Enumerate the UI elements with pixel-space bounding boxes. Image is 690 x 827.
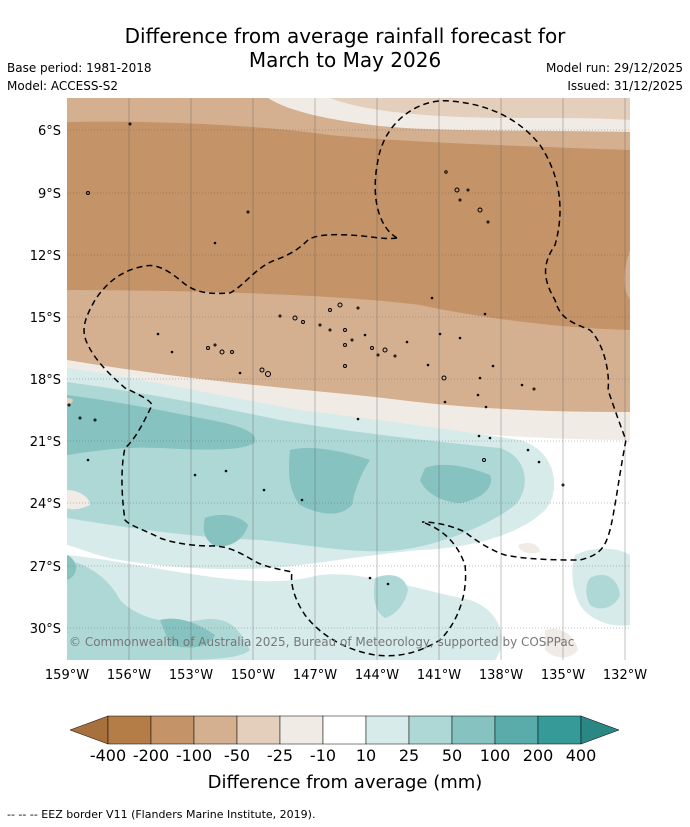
- lat-label: 27°S: [30, 560, 61, 575]
- map-figure: © Commonwealth of Australia 2025, Bureau…: [30, 98, 647, 793]
- issued-date: Issued: 31/12/2025: [567, 79, 683, 93]
- colorbar-label: -400: [90, 746, 126, 765]
- colorbar-swatch: [408, 715, 453, 745]
- colorbar-swatch: [365, 715, 410, 745]
- lon-label: 150°W: [231, 668, 275, 683]
- lon-label: 153°W: [169, 668, 213, 683]
- lon-label: 159°W: [45, 668, 89, 683]
- colorbar-swatch: [107, 715, 152, 745]
- islands: [67, 122, 565, 586]
- colorbar-swatches: [69, 715, 620, 745]
- lat-label: 24°S: [30, 497, 61, 512]
- lat-label: 30°S: [30, 622, 61, 637]
- meta-left: Base period: 1981-2018 Model: ACCESS-S2: [7, 59, 152, 95]
- colorbar-label: 100: [480, 746, 511, 765]
- rainfall-anomaly-field: © Commonwealth of Australia 2025, Bureau…: [67, 98, 630, 660]
- colorbar-label: 25: [399, 746, 419, 765]
- meta-right: Model run: 29/12/2025 Issued: 31/12/2025: [546, 59, 683, 95]
- colorbar-label: -50: [224, 746, 250, 765]
- colorbar-swatch: [322, 715, 367, 745]
- colorbar-swatch: [451, 715, 496, 745]
- longitude-axis: 159°W 156°W 153°W 150°W 147°W 144°W 141°…: [45, 668, 647, 683]
- colorbar-swatch: [193, 715, 238, 745]
- lon-label: 138°W: [479, 668, 523, 683]
- lat-label: 12°S: [30, 249, 61, 264]
- lat-label: 6°S: [38, 124, 61, 139]
- colorbar-swatch: [236, 715, 281, 745]
- lat-label: 9°S: [38, 187, 61, 202]
- colorbar-label: -10: [310, 746, 336, 765]
- lat-label: 18°S: [30, 373, 61, 388]
- colorbar-swatch: [537, 715, 582, 745]
- lon-label: 147°W: [293, 668, 337, 683]
- eez-footnote: -- -- -- EEZ border V11 (Flanders Marine…: [7, 808, 316, 821]
- lat-label: 21°S: [30, 435, 61, 450]
- colorbar-label: 200: [523, 746, 554, 765]
- lon-label: 144°W: [355, 668, 399, 683]
- colorbar-label: 50: [442, 746, 462, 765]
- colorbar-swatch: [279, 715, 324, 745]
- colorbar: -400 -200 -100 -50 -25 -10 10 25 50 100 …: [69, 715, 620, 793]
- lat-label: 15°S: [30, 311, 61, 326]
- model-name: Model: ACCESS-S2: [7, 79, 119, 93]
- title-line-2: March to May 2026: [248, 48, 442, 72]
- colorbar-title: Difference from average (mm): [208, 772, 483, 793]
- title-line-1: Difference from average rainfall forecas…: [124, 24, 566, 48]
- lon-label: 132°W: [603, 668, 647, 683]
- colorbar-label: 400: [566, 746, 597, 765]
- colorbar-label: -25: [267, 746, 293, 765]
- colorbar-label: -200: [133, 746, 169, 765]
- colorbar-extend-low: [69, 715, 109, 745]
- colorbar-labels: -400 -200 -100 -50 -25 -10 10 25 50 100 …: [90, 746, 596, 765]
- colorbar-swatch: [494, 715, 539, 745]
- colorbar-extend-high: [580, 715, 620, 745]
- colorbar-swatch: [150, 715, 195, 745]
- latitude-axis: 6°S 9°S 12°S 15°S 18°S 21°S 24°S 27°S 30…: [30, 124, 61, 637]
- lon-label: 135°W: [541, 668, 585, 683]
- map-title: Difference from average rainfall forecas…: [0, 24, 690, 72]
- colorbar-label: -100: [176, 746, 212, 765]
- base-period: Base period: 1981-2018: [7, 61, 152, 75]
- lon-label: 141°W: [417, 668, 461, 683]
- lon-label: 156°W: [107, 668, 151, 683]
- colorbar-label: 10: [356, 746, 376, 765]
- eez-border: [83, 100, 627, 657]
- copyright-notice: © Commonwealth of Australia 2025, Bureau…: [69, 635, 574, 649]
- model-run-date: Model run: 29/12/2025: [545, 61, 683, 75]
